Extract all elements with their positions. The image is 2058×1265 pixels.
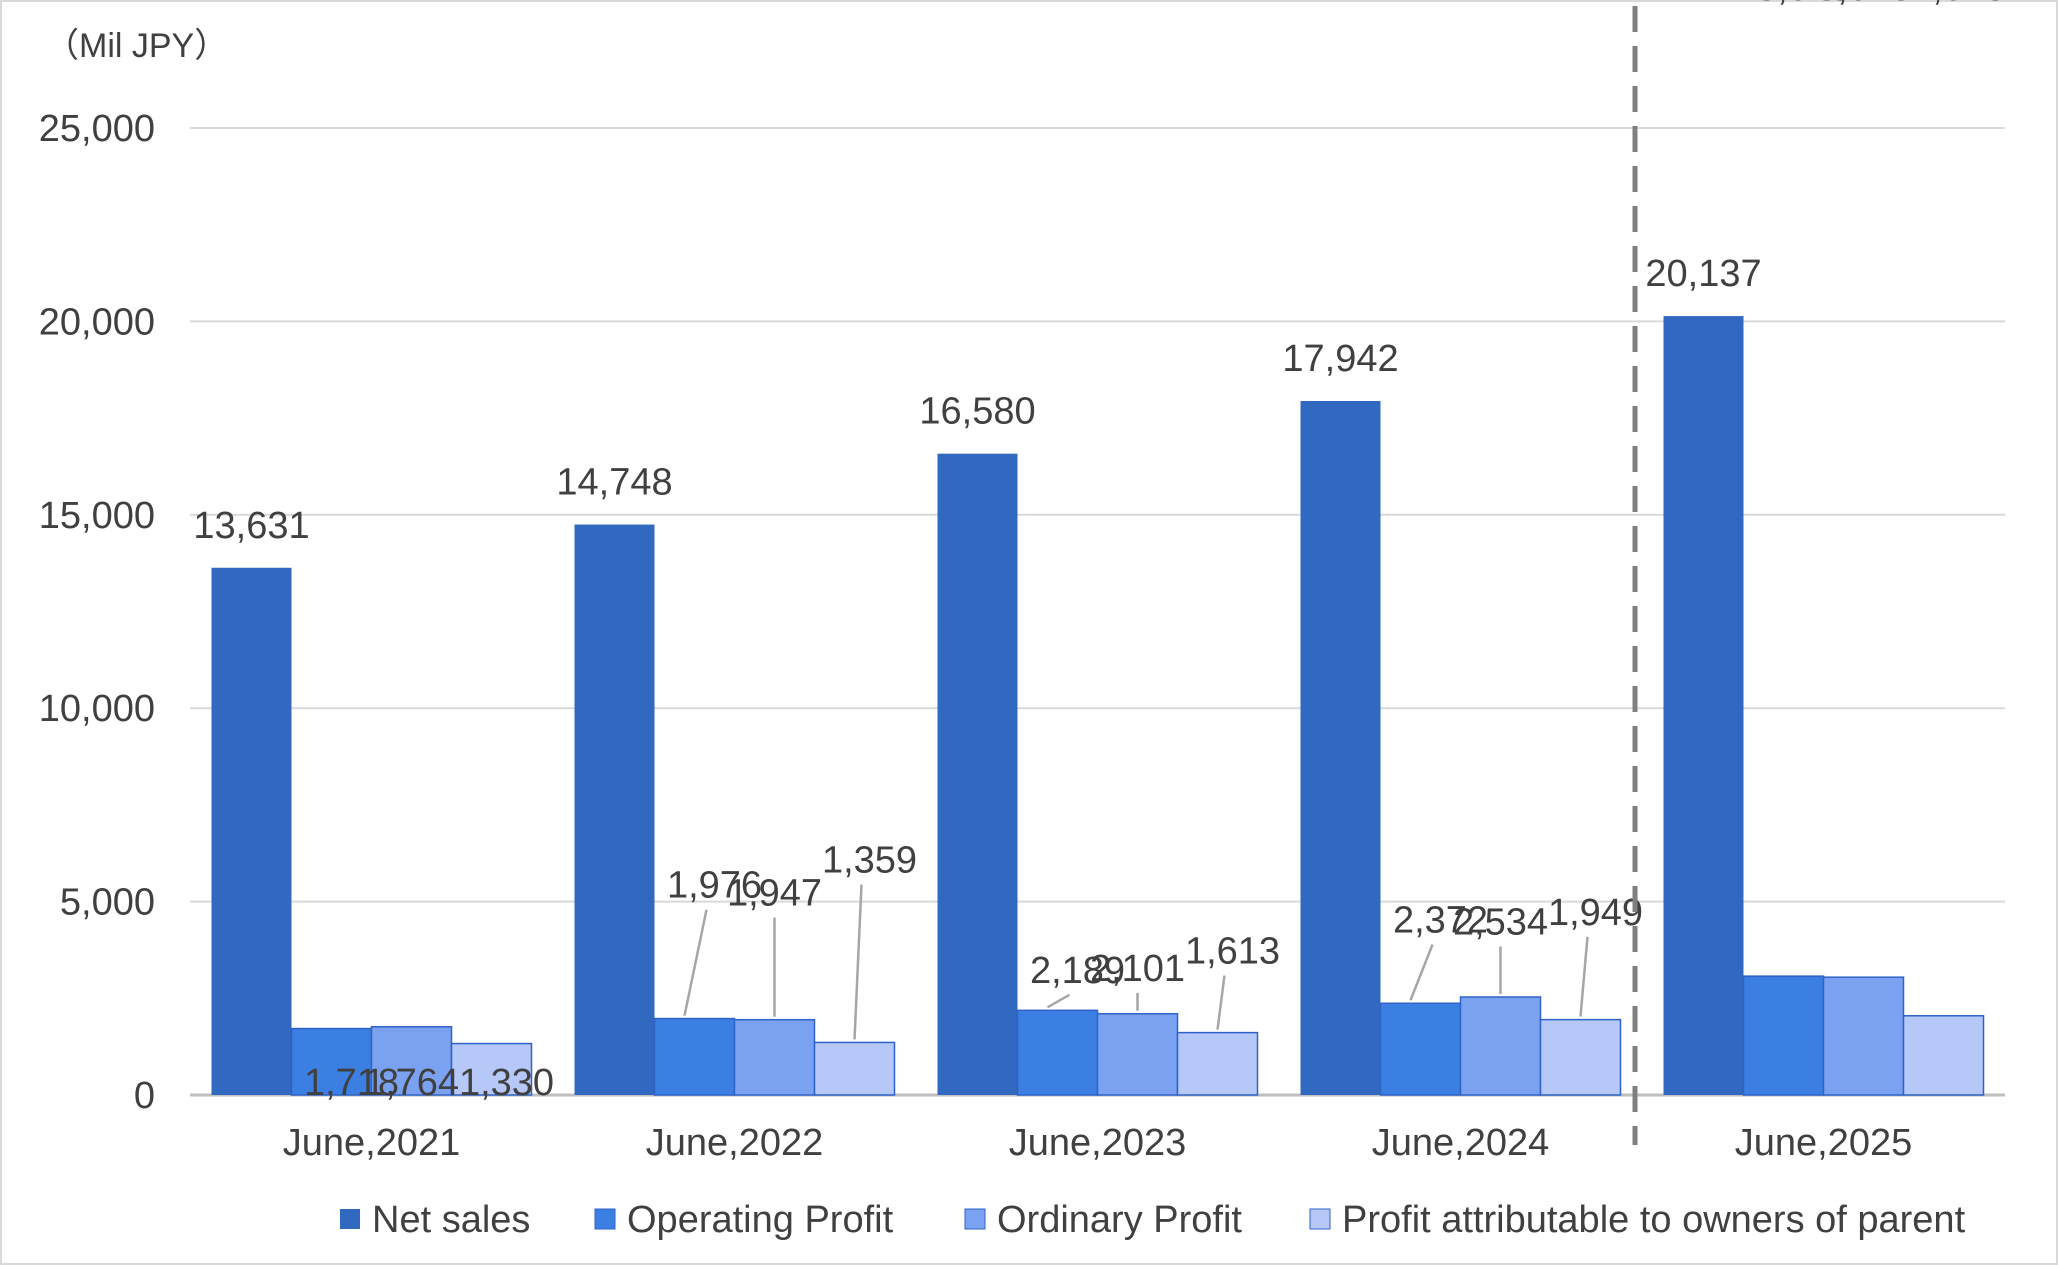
bar — [1300, 401, 1381, 1096]
bar — [1742, 975, 1825, 1096]
leader-line — [853, 884, 863, 1040]
legend-label: Profit attributable to owners of parent — [1342, 1199, 1966, 1241]
data-label: 1,613 — [1185, 930, 1280, 972]
data-label: 2,534 — [1453, 901, 1548, 943]
data-label: 17,942 — [1282, 338, 1398, 380]
data-label: 14,748 — [556, 462, 672, 504]
legend-swatch — [1309, 1208, 1331, 1230]
bar — [450, 1042, 533, 1096]
bar — [1459, 996, 1542, 1096]
bar — [937, 453, 1018, 1095]
leader-line — [1409, 944, 1434, 1001]
data-label: 1,359 — [822, 840, 917, 882]
bar — [1902, 1015, 1985, 1096]
x-category-label: June,2023 — [1009, 1122, 1187, 1164]
y-tick-label: 10,000 — [39, 688, 155, 730]
bar — [1539, 1018, 1622, 1096]
bar — [1379, 1002, 1462, 1096]
x-axis-categories: June,2021 June,2022 June,2023 June,2024 June… — [283, 1122, 1913, 1164]
legend-item: Net sales — [340, 1199, 530, 1241]
y-tick-label: 25,000 — [39, 108, 155, 150]
bar — [813, 1041, 896, 1096]
leader-line — [1579, 936, 1589, 1017]
y-axis-ticks: 0 5,000 10,000 15,000 20,000 25,000 — [39, 108, 155, 1117]
leader-lines — [683, 884, 1589, 1040]
data-label: 1,976 — [667, 865, 762, 907]
bar — [733, 1018, 816, 1096]
data-label: 1,949 — [1548, 892, 1643, 934]
data-label: 2,048 — [1911, 0, 2006, 9]
x-category-label: June,2024 — [1372, 1122, 1550, 1164]
data-label: 20,137 — [1645, 253, 1761, 295]
bars — [211, 316, 1985, 1096]
leader-line — [683, 909, 708, 1016]
data-label: 1,718 — [304, 1062, 399, 1104]
legend-label: Net sales — [372, 1199, 530, 1241]
x-category-label: June,2021 — [283, 1122, 461, 1164]
data-label: 1,764 — [364, 1062, 459, 1104]
data-label: 3,046 — [1816, 0, 1911, 9]
bar — [1822, 976, 1905, 1096]
bar — [211, 567, 292, 1095]
data-label: 3,073 — [1756, 0, 1851, 9]
legend-swatch — [964, 1208, 986, 1230]
legend-swatch — [340, 1209, 360, 1229]
x-category-label: June,2025 — [1735, 1122, 1913, 1164]
x-category-label: June,2022 — [646, 1122, 824, 1164]
bar — [653, 1017, 736, 1096]
data-label: 13,631 — [193, 505, 309, 547]
data-label: 2,189 — [1030, 950, 1125, 992]
bar — [1176, 1031, 1259, 1096]
legend-item: Operating Profit — [594, 1199, 894, 1241]
bar — [1096, 1012, 1179, 1096]
data-label: 1,330 — [459, 1062, 554, 1104]
bar — [574, 524, 655, 1095]
legend: Net sales Operating Profit Ordinary Profit… — [340, 1199, 1966, 1241]
data-label: 16,580 — [919, 391, 1035, 433]
y-tick-label: 15,000 — [39, 495, 155, 537]
unit-label: （Mil JPY） — [45, 27, 228, 65]
leader-line — [1046, 993, 1071, 1009]
legend-item: Profit attributable to owners of parent — [1309, 1199, 1966, 1241]
y-tick-label: 20,000 — [39, 301, 155, 343]
legend-label: Ordinary Profit — [997, 1199, 1242, 1241]
leader-line — [1216, 975, 1226, 1030]
legend-item: Ordinary Profit — [964, 1199, 1242, 1241]
y-tick-label: 0 — [134, 1075, 155, 1117]
legend-label: Operating Profit — [627, 1199, 894, 1241]
data-label: 2,372 — [1393, 900, 1488, 942]
y-tick-label: 5,000 — [60, 882, 155, 924]
data-label: 2,101 — [1090, 948, 1185, 990]
legend-swatch — [594, 1208, 616, 1230]
bar — [1663, 316, 1744, 1095]
data-label: 1,947 — [727, 872, 822, 914]
bar — [1016, 1009, 1099, 1096]
